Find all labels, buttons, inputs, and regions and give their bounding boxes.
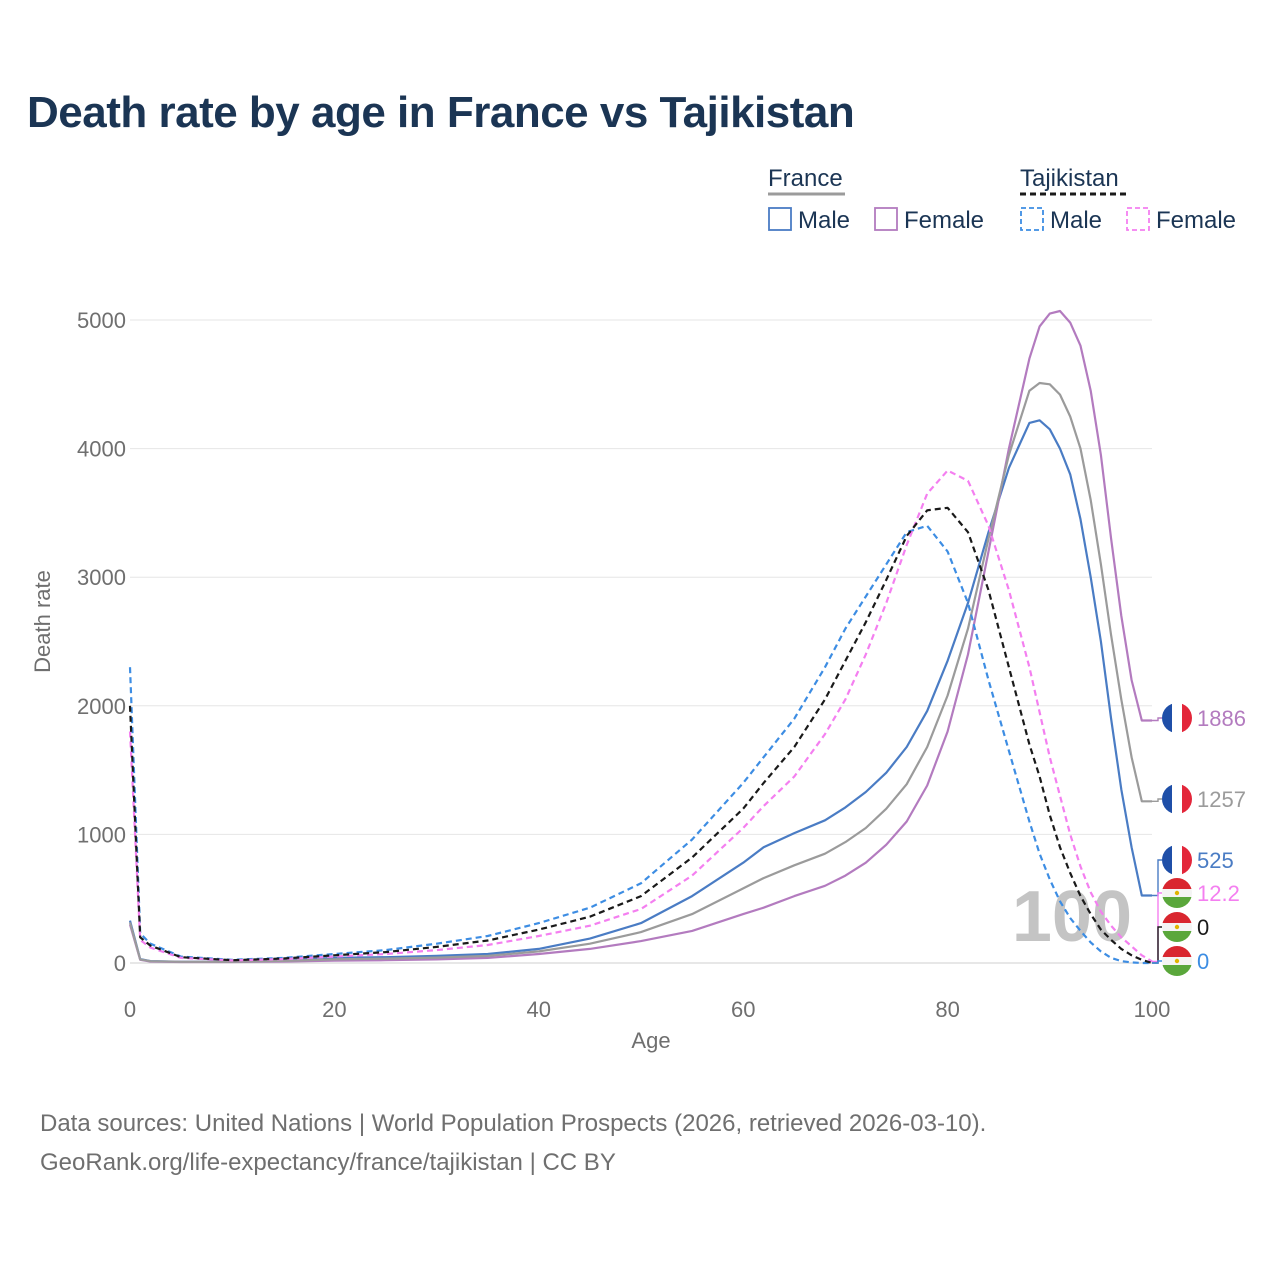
legend-swatch-female bbox=[874, 207, 898, 231]
x-tick-label: 20 bbox=[322, 997, 346, 1022]
footer-source: Data sources: United Nations | World Pop… bbox=[40, 1110, 987, 1137]
end-label-value: 12.2 bbox=[1197, 881, 1240, 906]
chart-title: Death rate by age in France vs Tajikista… bbox=[27, 88, 855, 137]
series-lines bbox=[128, 309, 1153, 965]
end-label-connector bbox=[1152, 926, 1162, 964]
legend-label-male: Male bbox=[798, 207, 850, 234]
x-tick-label: 100 bbox=[1134, 997, 1171, 1022]
axes: 0 1000 2000 3000 4000 5000 0 20 40 60 80 100 Age Deat… bbox=[30, 308, 1170, 1053]
footer-link[interactable]: GeoRank.org/life-expectancy/france/tajik… bbox=[40, 1149, 616, 1176]
legend-group-title: Tajikistan bbox=[1020, 165, 1119, 192]
end-label-value: 1886 bbox=[1197, 706, 1246, 731]
end-label-connector bbox=[1152, 859, 1162, 897]
legend-label-female: Female bbox=[1156, 207, 1236, 234]
france-flag-icon bbox=[1162, 703, 1192, 733]
series-line-france-total bbox=[128, 381, 1152, 963]
legend-swatch-male bbox=[768, 207, 792, 231]
legend-group-title: France bbox=[768, 165, 843, 192]
grid bbox=[130, 319, 1152, 964]
legend-label-female: Female bbox=[904, 207, 984, 234]
x-tick-label: 40 bbox=[527, 997, 551, 1022]
end-labels: 1886 1257 525 12.2 0 0 bbox=[1152, 703, 1246, 976]
y-tick-label: 3000 bbox=[77, 565, 126, 590]
legend-swatch-female bbox=[1126, 207, 1150, 231]
france-flag-icon bbox=[1162, 845, 1192, 875]
end-label-value: 0 bbox=[1197, 949, 1209, 974]
france-flag-icon bbox=[1162, 784, 1192, 814]
x-tick-label: 60 bbox=[731, 997, 755, 1022]
legend-swatch-male bbox=[1020, 207, 1044, 231]
y-tick-label: 4000 bbox=[77, 437, 126, 462]
series-line-france-female bbox=[128, 309, 1152, 964]
end-label-connector bbox=[1152, 717, 1162, 722]
y-tick-label: 5000 bbox=[77, 308, 126, 333]
series-line-tajikistan-total bbox=[128, 506, 1153, 965]
x-axis-title: Age bbox=[631, 1028, 670, 1053]
series-line-tajikistan-male bbox=[128, 524, 1152, 965]
y-tick-label: 1000 bbox=[77, 822, 126, 847]
end-label-connector bbox=[1152, 960, 1162, 964]
tajikistan-flag-icon bbox=[1162, 946, 1192, 976]
series-line-france-male bbox=[128, 419, 1152, 963]
end-label-connector bbox=[1152, 798, 1162, 802]
x-tick-label: 0 bbox=[124, 997, 136, 1022]
end-label-value: 525 bbox=[1197, 848, 1234, 873]
x-tick-label: 80 bbox=[935, 997, 959, 1022]
chart-area: 100 0 1000 2000 3000 4000 5000 0 20 40 60 80 100 Age… bbox=[30, 165, 1246, 1053]
legend: France Male Female Tajikistan Male Female bbox=[768, 165, 1236, 234]
y-tick-label: 0 bbox=[114, 951, 126, 976]
y-tick-label: 2000 bbox=[77, 694, 126, 719]
year-watermark: 100 bbox=[1012, 877, 1132, 957]
footer: Data sources: United Nations | World Pop… bbox=[40, 1104, 986, 1182]
y-axis-title: Death rate bbox=[30, 570, 55, 673]
end-label-value: 1257 bbox=[1197, 787, 1246, 812]
legend-label-male: Male bbox=[1050, 207, 1102, 234]
tajikistan-flag-icon bbox=[1162, 912, 1192, 942]
series-line-tajikistan-female bbox=[128, 469, 1153, 963]
end-label-value: 0 bbox=[1197, 915, 1209, 940]
tajikistan-flag-icon bbox=[1162, 878, 1192, 908]
